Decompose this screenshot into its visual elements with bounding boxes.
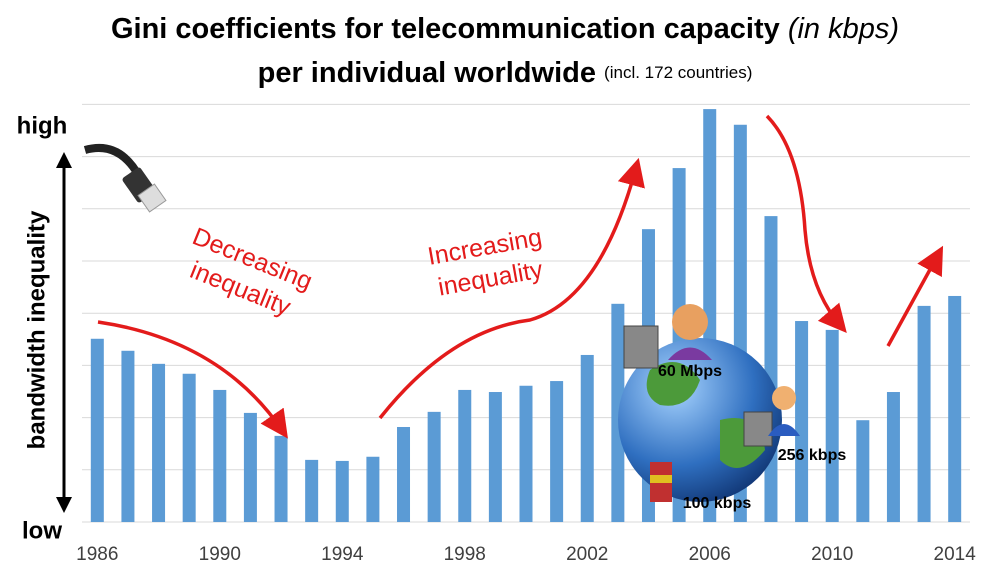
x-tick-label: 2010 [811,544,853,565]
speed-label: 60 Mbps [658,363,722,380]
title-main: Gini coefficients for telecommunication … [111,13,780,45]
bar [274,435,288,522]
x-tick-label: 1998 [444,544,486,565]
bar [90,338,104,522]
bar [488,392,502,522]
annotation-decreasing: Decreasinginequality [177,222,317,325]
bar [764,216,778,522]
speed-label: 256 kbps [778,447,847,464]
chart-subtitle: per individual worldwide (incl. 172 coun… [258,57,753,89]
bar [917,305,931,522]
annotation-increasing: Increasinginequality [426,223,550,302]
bar [458,389,472,522]
speed-label: 100 kbps [683,495,752,512]
bar [886,392,900,522]
globe-illustration [618,304,800,502]
chart-title: Gini coefficients for telecommunication … [111,13,899,45]
bar [182,373,196,522]
y-low: low [22,517,62,544]
bar [243,412,257,522]
subtitle-main: per individual worldwide [258,57,596,89]
bar [611,303,625,522]
x-tick-label: 1986 [76,544,118,565]
bar [550,381,564,522]
subtitle-small: (incl. 172 countries) [604,63,752,82]
bar [335,460,349,522]
x-tick-label: 1994 [321,544,364,565]
bar [121,350,135,522]
bar [580,354,594,522]
bar [305,459,319,522]
bar [152,363,166,522]
x-tick-label: 1990 [199,544,241,565]
bar [795,321,809,522]
y-high: high [17,112,68,139]
title-italic: (in kbps) [788,13,899,45]
bar [397,426,411,522]
trend-arrows [97,114,944,439]
bar [948,295,962,522]
x-tick-label: 2014 [934,544,977,565]
bar [427,411,441,522]
grid [82,103,970,523]
x-tick-label: 2002 [566,544,608,565]
bar [213,389,227,522]
cable-icon [83,143,167,213]
bar [519,385,533,522]
bar [856,420,870,522]
bar [825,329,839,522]
x-tick-label: 2006 [689,544,731,565]
bar [366,456,380,522]
y-axis-label: bandwidth inequality [23,210,50,449]
